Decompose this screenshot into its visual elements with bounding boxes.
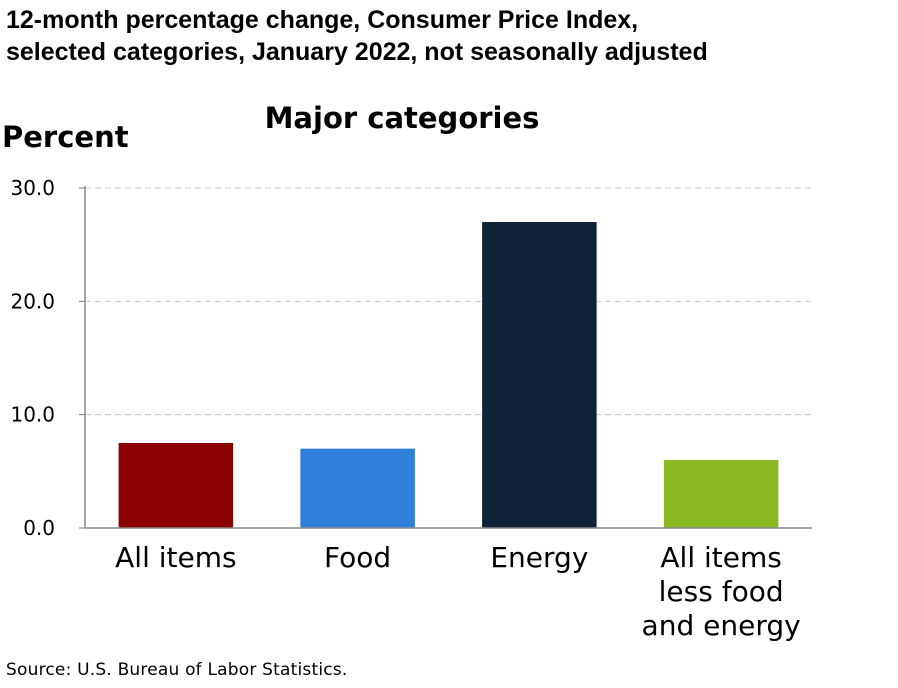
x-tick-label-line: less food xyxy=(659,575,784,608)
x-tick-label-line: Energy xyxy=(490,541,588,574)
bar xyxy=(482,222,597,528)
y-tick-label: 20.0 xyxy=(10,289,55,313)
gridlines xyxy=(85,187,812,416)
title-line-1: 12-month percentage change, Consumer Pri… xyxy=(6,6,639,34)
x-tick-label-line: Food xyxy=(324,541,391,574)
chart-title-block: 12-month percentage change, Consumer Pri… xyxy=(6,4,886,68)
y-tick-label: 10.0 xyxy=(10,403,55,427)
title-line-2: selected categories, January 2022, not s… xyxy=(6,38,708,66)
y-axis-label: Percent xyxy=(2,120,129,154)
x-tick-label: All items xyxy=(115,541,236,574)
x-tick-labels: All items Food Energy All items less food and… xyxy=(115,541,801,642)
x-tick-label: All items less food and energy xyxy=(642,541,801,642)
y-tick-label: 0.0 xyxy=(23,516,55,540)
chart-subtitle: Major categories xyxy=(265,101,540,135)
bar xyxy=(118,443,234,528)
bar xyxy=(663,460,779,528)
axes xyxy=(79,186,812,529)
x-tick-label: Energy xyxy=(490,541,588,574)
x-tick-label-line: All items xyxy=(660,541,781,574)
y-tick-label: 30.0 xyxy=(10,176,55,200)
y-tick-labels: 0.0 10.0 20.0 30.0 xyxy=(10,176,55,540)
bar xyxy=(300,448,415,528)
x-tick-label: Food xyxy=(324,541,391,574)
x-tick-label-line: All items xyxy=(115,541,236,574)
x-tick-label-line: and energy xyxy=(642,609,801,642)
source-note: Source: U.S. Bureau of Labor Statistics. xyxy=(6,660,348,680)
bars-group xyxy=(118,222,779,528)
